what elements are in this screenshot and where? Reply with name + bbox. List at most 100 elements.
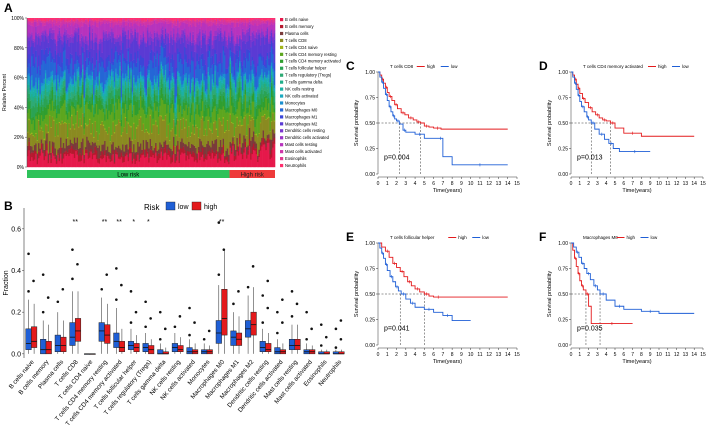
bar-segment-t-cells-regulatory-tregs	[134, 91, 137, 96]
bar-segment-eosinophils	[265, 20, 268, 21]
bar-segment-b-cells-naive	[153, 157, 156, 168]
bar-segment-dendritic-cells-activated	[168, 39, 171, 43]
bar-segment-mast-cells-resting	[102, 22, 105, 31]
bar-segment-macrophages-m2	[218, 40, 221, 62]
bar-segment-mast-cells-activated	[179, 21, 182, 26]
bar-segment-t-cells-cd8	[272, 113, 274, 130]
bar-segment-t-cells-cd4-memory-resting	[105, 108, 108, 132]
bar-segment-dendritic-cells-activated	[211, 40, 214, 46]
sample-bar	[251, 18, 254, 168]
bar-segment-plasma-cells	[44, 140, 47, 151]
axis-label-x: Time(years)	[622, 188, 651, 194]
bar-segment-dendritic-cells-activated	[31, 32, 33, 36]
bar-segment-mast-cells-activated	[148, 22, 150, 25]
bar-segment-macrophages-m2	[83, 51, 86, 75]
legend-swatch-mast-cells-resting	[280, 143, 284, 147]
bar-segment-macrophages-m1	[72, 69, 75, 76]
legend-swatch-high	[191, 201, 202, 211]
bar-segment-t-cells-gamma-delta	[182, 95, 185, 98]
bar-segment-dendritic-cells-resting	[111, 32, 113, 43]
bar-segment-macrophages-m0	[145, 89, 148, 96]
box-low-t-cells-gamma-delta	[157, 343, 164, 355]
bar-segment-t-cells-cd8	[184, 128, 186, 145]
bar-segment-t-cells-cd4-naive	[69, 128, 72, 130]
bar-segment-monocytes	[42, 83, 44, 86]
bar-segment-t-cells-cd4-memory-activated	[40, 106, 43, 116]
bar-segment-t-cells-follicular-helper	[53, 101, 55, 107]
bar-segment-mast-cells-activated	[73, 22, 76, 25]
bar-segment-b-cells-memory	[175, 156, 178, 161]
bar-segment-t-cells-cd8	[97, 140, 99, 148]
bar-segment-t-cells-regulatory-tregs	[173, 87, 175, 95]
bar-segment-macrophages-m2	[228, 37, 230, 59]
outlier-point	[27, 290, 30, 293]
bar-segment-t-cells-gamma-delta	[49, 89, 51, 93]
bar-segment-mast-cells-activated	[40, 21, 43, 23]
bar-segment-t-cells-regulatory-tregs	[243, 91, 245, 95]
bar-segment-mast-cells-activated	[193, 21, 196, 27]
bar-segment-eosinophils	[221, 18, 223, 20]
bar-segment-b-cells-memory	[49, 152, 51, 156]
bar-segment-t-cells-cd4-naive	[177, 119, 179, 121]
legend-label-macrophages-m0: Macrophages M0	[285, 107, 318, 112]
bar-segment-t-cells-regulatory-tregs	[168, 101, 171, 105]
legend-label-high: high	[627, 235, 636, 240]
bar-segment-nk-cells-activated	[204, 92, 207, 95]
bar-segment-dendritic-cells-resting	[112, 33, 115, 39]
bar-segment-mast-cells-activated	[33, 19, 36, 22]
bar-segment-b-cells-naive	[57, 154, 59, 168]
bar-segment-mast-cells-resting	[269, 24, 272, 32]
bar-segment-nk-cells-activated	[77, 71, 80, 75]
bar-segment-t-cells-regulatory-tregs	[170, 92, 172, 98]
bar-segment-t-cells-cd8	[111, 135, 113, 145]
bar-segment-t-cells-cd4-memory-activated	[141, 100, 144, 108]
bar-segment-t-cells-cd4-naive	[236, 116, 239, 118]
bar-segment-t-cells-cd4-memory-activated	[71, 101, 73, 106]
bar-segment-dendritic-cells-resting	[157, 37, 160, 41]
bar-segment-t-cells-cd4-memory-resting	[204, 116, 207, 129]
bar-segment-mast-cells-resting	[259, 24, 262, 34]
ytick-label: 0.75	[558, 266, 568, 272]
box-high-mast-cells-resting	[294, 324, 301, 354]
bar-segment-nk-cells-activated	[89, 78, 91, 81]
bar-segment-mast-cells-resting	[98, 21, 101, 40]
bar-segment-dendritic-cells-activated	[261, 28, 263, 32]
bar-segment-neutrophils	[101, 18, 104, 19]
bar-segment-t-cells-gamma-delta	[130, 75, 133, 80]
bar-segment-dendritic-cells-resting	[149, 36, 152, 46]
bar-segment-nk-cells-resting	[230, 78, 233, 83]
outlier-point	[202, 337, 206, 341]
bar-segment-b-cells-naive	[233, 160, 236, 168]
sample-bar	[148, 18, 150, 168]
bar-segment-plasma-cells	[239, 133, 241, 138]
sample-bar	[57, 18, 59, 168]
bar-segment-t-cells-gamma-delta	[164, 78, 167, 84]
bar-segment-b-cells-memory	[171, 154, 174, 163]
bar-segment-nk-cells-resting	[43, 88, 46, 92]
bar-segment-dendritic-cells-activated	[112, 31, 115, 34]
bar-segment-t-cells-cd4-memory-resting	[146, 114, 149, 132]
xtick-label: 3	[404, 181, 407, 187]
bar-segment-plasma-cells	[153, 147, 156, 154]
bar-segment-t-cells-regulatory-tregs	[155, 92, 157, 96]
bar-segment-dendritic-cells-resting	[163, 38, 166, 43]
bar-segment-nk-cells-resting	[57, 80, 59, 84]
bar-segment-nk-cells-activated	[257, 87, 259, 91]
bar-segment-t-cells-cd4-memory-activated	[94, 103, 97, 114]
bar-segment-t-cells-cd8	[109, 141, 112, 154]
bar-segment-t-cells-cd4-memory-resting	[230, 105, 233, 123]
bar-segment-t-cells-cd4-memory-resting	[104, 120, 106, 129]
bar-segment-neutrophils	[246, 18, 248, 21]
bar-segment-neutrophils	[229, 18, 232, 21]
bar-segment-monocytes	[254, 86, 257, 92]
outlier-point	[217, 221, 221, 224]
bar-segment-t-cells-follicular-helper	[58, 101, 61, 109]
bar-segment-mast-cells-activated	[68, 21, 71, 24]
ytick-label: 0.50	[558, 292, 568, 298]
bar-segment-dendritic-cells-activated	[164, 27, 167, 29]
bar-segment-macrophages-m1	[208, 45, 211, 52]
bar-segment-t-cells-follicular-helper	[244, 84, 247, 91]
bar-segment-t-cells-cd4-memory-activated	[116, 98, 119, 110]
box-iqr	[274, 347, 281, 355]
bar-segment-b-cells-naive	[105, 162, 108, 168]
